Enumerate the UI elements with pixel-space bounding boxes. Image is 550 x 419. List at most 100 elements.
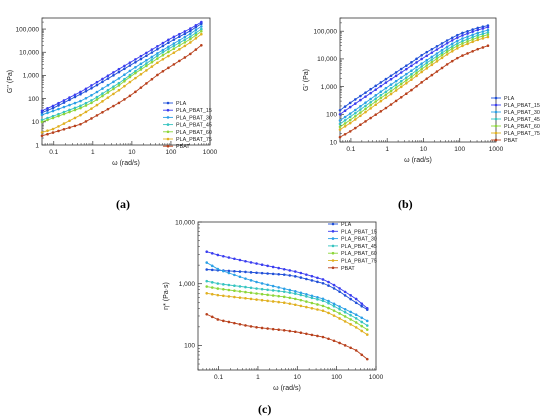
series-marker-6: [68, 126, 71, 129]
legend-label: PLA_PBAT_75: [341, 259, 377, 265]
series-marker-3: [255, 287, 258, 290]
series-marker-2: [112, 80, 115, 84]
series-marker-1: [481, 27, 485, 30]
series-marker-3: [172, 44, 176, 48]
series-marker-1: [435, 48, 439, 51]
series-marker-1: [338, 113, 342, 116]
legend-swatch-marker: [331, 237, 335, 240]
series-marker-1: [305, 273, 308, 276]
series-marker-3: [84, 101, 88, 105]
series-marker-4: [481, 34, 485, 38]
series-marker-3: [145, 62, 148, 65]
series-line-4: [339, 34, 489, 128]
series-marker-6: [271, 327, 275, 331]
series-marker-0: [374, 84, 378, 88]
series-marker-1: [123, 64, 126, 68]
series-marker-4: [399, 82, 403, 86]
x-axis-label: ω (rad/s): [404, 157, 432, 164]
series-marker-2: [389, 83, 393, 86]
series-marker-0: [172, 38, 176, 41]
series-marker-2: [461, 37, 464, 40]
series-marker-1: [62, 99, 66, 102]
legend-swatch-marker: [494, 117, 498, 121]
series-marker-1: [172, 35, 176, 39]
series-marker-4: [316, 303, 319, 306]
series-marker-6: [183, 56, 187, 59]
series-marker-4: [476, 36, 480, 39]
series-marker-2: [365, 319, 369, 323]
series-marker-0: [106, 77, 110, 80]
series-marker-2: [481, 30, 485, 33]
series-marker-3: [189, 35, 192, 38]
legend-swatch-marker: [331, 259, 335, 262]
x-tick-label: 1000: [369, 374, 384, 381]
series-marker-4: [260, 292, 264, 296]
series-marker-4: [305, 300, 308, 303]
series-marker-6: [200, 43, 203, 47]
series-marker-5: [327, 311, 330, 315]
series-marker-1: [178, 32, 181, 36]
y-tick-label: 10,000: [175, 219, 195, 226]
series-marker-4: [365, 328, 369, 331]
series-marker-1: [68, 96, 71, 99]
series-marker-4: [210, 286, 214, 289]
series-marker-4: [394, 86, 398, 89]
series-marker-2: [73, 101, 77, 105]
series-marker-1: [471, 30, 474, 33]
series-marker-1: [112, 71, 115, 74]
series-marker-3: [249, 286, 253, 290]
series-marker-5: [410, 78, 413, 81]
series-marker-0: [238, 270, 242, 273]
series-marker-2: [46, 111, 49, 115]
series-marker-4: [359, 111, 362, 114]
series-marker-5: [476, 38, 480, 42]
series-marker-0: [305, 277, 308, 281]
series-marker-3: [183, 38, 187, 42]
y-tick-label: 1,000: [23, 73, 40, 80]
series-marker-1: [222, 254, 225, 258]
series-marker-2: [450, 42, 454, 46]
series-marker-5: [200, 32, 203, 36]
series-marker-5: [266, 299, 269, 303]
series-marker-6: [364, 120, 367, 123]
series-marker-6: [354, 126, 357, 130]
series-marker-3: [271, 289, 275, 292]
series-marker-5: [360, 329, 364, 333]
series-marker-1: [128, 61, 132, 64]
series-marker-2: [145, 59, 148, 62]
series-marker-2: [233, 273, 236, 277]
legend-swatch-marker: [166, 116, 170, 119]
series-marker-1: [299, 271, 303, 275]
chart-svg-b: 0.1 1 10 100 1000 10 100 1,000 10,000 100,000 ω (r…: [303, 17, 540, 164]
series-marker-2: [343, 115, 347, 119]
series-marker-3: [299, 293, 303, 297]
series-marker-2: [420, 62, 423, 65]
series-marker-1: [277, 266, 280, 270]
series-marker-6: [379, 110, 383, 113]
series-marker-2: [68, 103, 71, 107]
series-marker-5: [40, 131, 44, 134]
series-marker-4: [222, 288, 225, 291]
series-marker-6: [440, 66, 444, 70]
series-marker-5: [161, 57, 165, 61]
series-marker-6: [238, 322, 242, 326]
series-marker-3: [476, 34, 480, 37]
series-marker-4: [51, 116, 55, 120]
series-marker-6: [95, 114, 99, 117]
series-marker-0: [425, 50, 429, 54]
series-marker-0: [466, 29, 469, 33]
series-marker-6: [123, 98, 126, 101]
series-marker-1: [332, 283, 336, 287]
series-marker-6: [40, 134, 44, 138]
series-marker-4: [369, 103, 372, 107]
x-tick-label: 0.1: [214, 374, 223, 381]
series-marker-6: [374, 113, 378, 116]
chart-panel-c: 0.1 1 10 100 1000 100 1,000 10,000 ω (rad/s) η* (…: [160, 210, 390, 400]
series-marker-5: [68, 119, 71, 123]
series-marker-4: [128, 75, 132, 79]
series-marker-3: [227, 283, 231, 287]
series-marker-5: [84, 110, 88, 114]
series-marker-4: [299, 298, 303, 302]
series-marker-5: [343, 320, 347, 323]
series-marker-1: [249, 261, 253, 264]
